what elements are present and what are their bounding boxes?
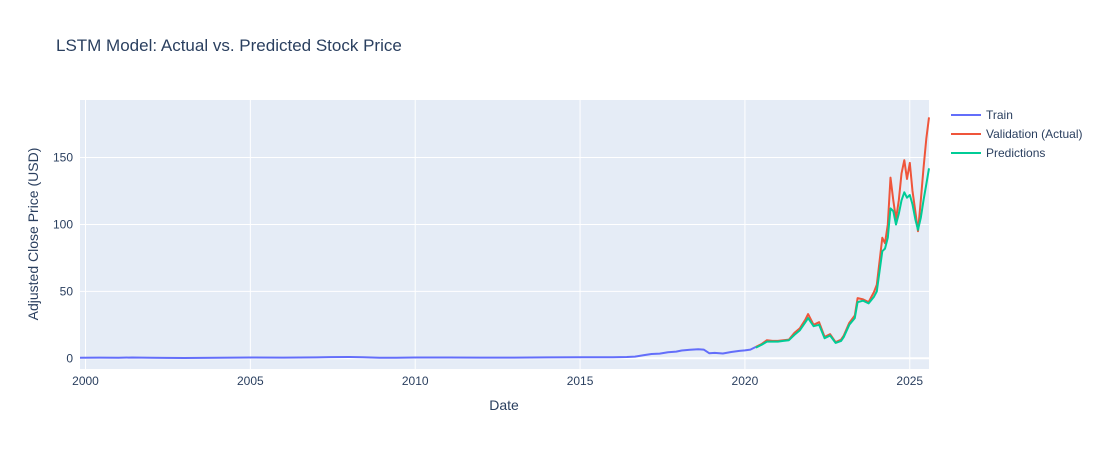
- legend-item[interactable]: Predictions: [951, 146, 1045, 160]
- x-tick-label: 2010: [402, 374, 429, 388]
- series-line-2: [755, 168, 930, 349]
- x-axis-title: Date: [489, 397, 519, 413]
- y-tick-label: 50: [60, 284, 74, 298]
- legend-label: Train: [986, 108, 1013, 122]
- legend-label: Predictions: [986, 146, 1045, 160]
- x-tick-label: 2025: [896, 374, 923, 388]
- legend-item[interactable]: Train: [951, 108, 1013, 122]
- legend-item[interactable]: Validation (Actual): [951, 127, 1083, 141]
- plot-area: [80, 100, 929, 369]
- y-axis-title: Adjusted Close Price (USD): [25, 148, 41, 321]
- y-tick-label: 150: [53, 151, 73, 165]
- series-layer: [79, 117, 930, 359]
- y-tick-label: 100: [53, 217, 73, 231]
- x-gridlines: [84, 100, 911, 369]
- x-tick-label: 2005: [237, 374, 264, 388]
- legend[interactable]: Train Validation (Actual) Predictions: [951, 108, 1083, 160]
- x-tick-label: 2015: [567, 374, 594, 388]
- x-tick-labels: 2000 2005 2010 2015 2020 2025: [72, 374, 923, 388]
- x-tick-label: 2000: [72, 374, 99, 388]
- y-tick-labels: 0 50 100 150: [53, 151, 73, 366]
- chart-title: LSTM Model: Actual vs. Predicted Stock P…: [56, 36, 402, 55]
- y-tick-label: 0: [66, 351, 73, 365]
- legend-label: Validation (Actual): [986, 127, 1083, 141]
- x-tick-label: 2020: [732, 374, 759, 388]
- series-line-0: [79, 346, 757, 359]
- series-line-1: [755, 117, 930, 348]
